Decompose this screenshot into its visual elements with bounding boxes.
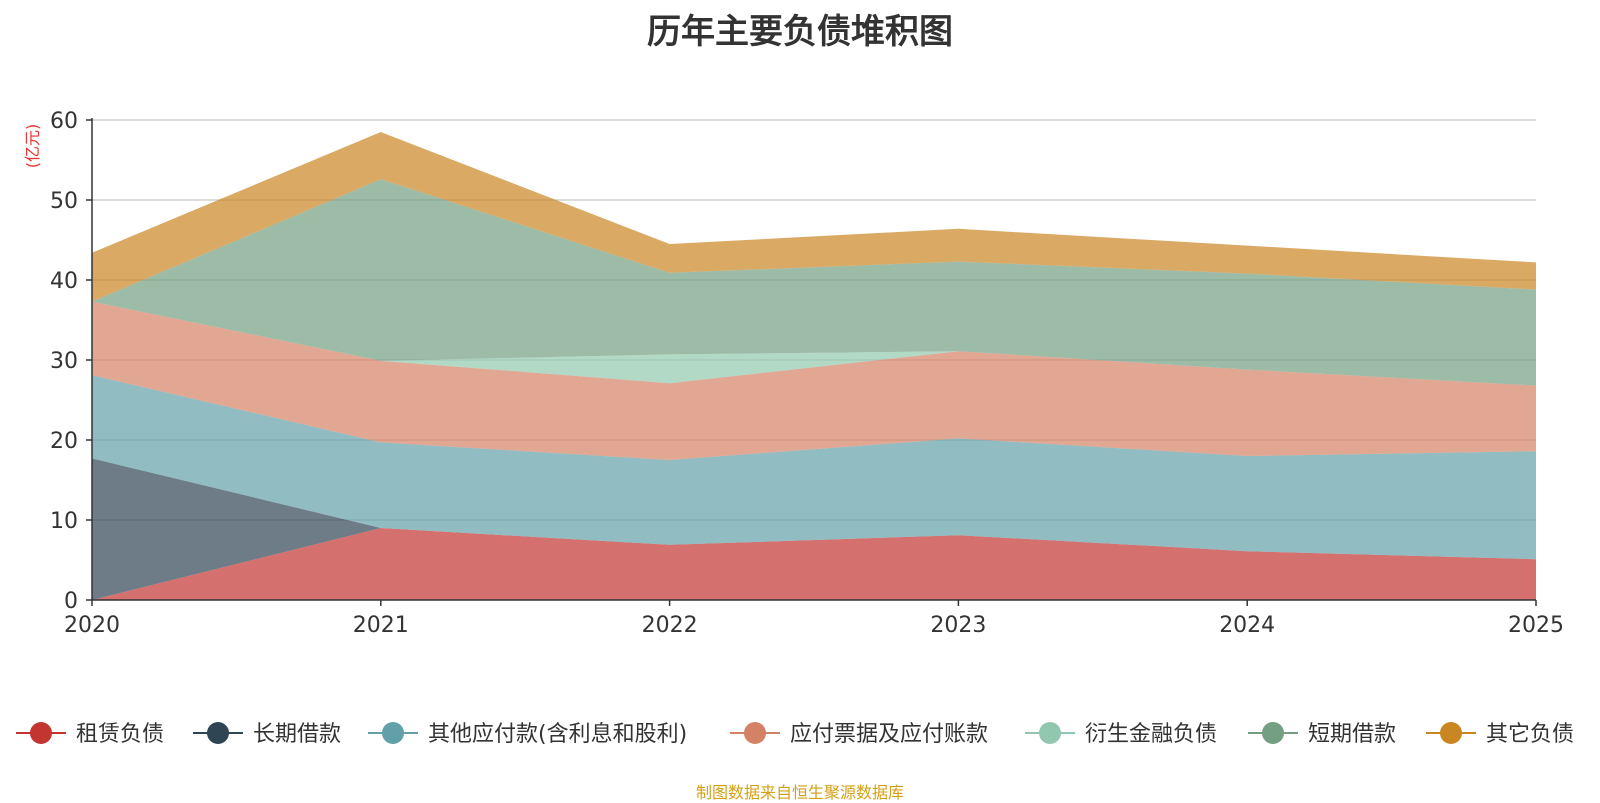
legend-item-2[interactable]: 长期借款 xyxy=(193,722,341,747)
y-tick-label: 50 xyxy=(50,189,78,214)
source-note: 制图数据来自恒生聚源数据库 xyxy=(695,783,904,802)
legend-marker xyxy=(30,722,52,744)
legend-label: 其它负债 xyxy=(1486,722,1574,747)
legend-marker xyxy=(207,722,229,744)
legend-item-1[interactable]: 租赁负债 xyxy=(16,722,164,747)
legend-marker xyxy=(1262,722,1284,744)
x-tick-label: 2022 xyxy=(642,613,698,638)
legend-item-4[interactable]: 应付票据及应付账款 xyxy=(730,722,988,747)
y-tick-label: 10 xyxy=(50,509,78,534)
y-tick-label: 40 xyxy=(50,269,78,294)
legend-item-6[interactable]: 短期借款 xyxy=(1248,722,1396,747)
area-series-3[interactable] xyxy=(92,375,1536,560)
area-series-4[interactable] xyxy=(92,301,1536,460)
legend-item-3[interactable]: 其他应付款(含利息和股利) xyxy=(368,722,687,747)
legend-label: 其他应付款(含利息和股利) xyxy=(428,722,687,747)
legend-marker xyxy=(744,722,766,744)
legend-item-7[interactable]: 其它负债 xyxy=(1426,722,1574,747)
area-series-7[interactable] xyxy=(92,132,1536,302)
x-tick-label: 2025 xyxy=(1508,613,1564,638)
area-series-group xyxy=(92,132,1536,600)
legend-label: 短期借款 xyxy=(1308,722,1396,747)
legend-item-5[interactable]: 衍生金融负债 xyxy=(1025,722,1217,747)
legend-label: 应付票据及应付账款 xyxy=(790,722,988,747)
y-tick-label: 60 xyxy=(50,109,78,134)
y-tick-label: 0 xyxy=(64,589,78,614)
legend-label: 长期借款 xyxy=(253,722,341,747)
y-axis-unit-label: (亿元) xyxy=(23,124,42,169)
legend-marker xyxy=(382,722,404,744)
legend[interactable]: 租赁负债 长期借款 其他应付款(含利息和股利) 应付票据及应付账款 衍生金融负债 短期借款… xyxy=(16,722,1574,747)
legend-marker xyxy=(1440,722,1462,744)
area-series-5[interactable] xyxy=(92,301,1536,386)
area-series-6[interactable] xyxy=(92,179,1536,386)
y-tick-label: 30 xyxy=(50,349,78,374)
legend-marker xyxy=(1039,722,1061,744)
x-tick-label: 2024 xyxy=(1219,613,1275,638)
x-tick-label: 2023 xyxy=(930,613,986,638)
axes: 0 10 20 30 40 50 60 2020 2021 2022 2023 2024 2025 (亿元… xyxy=(23,109,1564,638)
x-tick-label: 2020 xyxy=(64,613,120,638)
y-tick-label: 20 xyxy=(50,429,78,454)
legend-label: 衍生金融负债 xyxy=(1085,722,1217,747)
legend-label: 租赁负债 xyxy=(76,722,164,747)
area-series-1[interactable] xyxy=(92,528,1536,600)
x-tick-label: 2021 xyxy=(353,613,409,638)
chart-title: 历年主要负债堆积图 xyxy=(647,12,953,52)
